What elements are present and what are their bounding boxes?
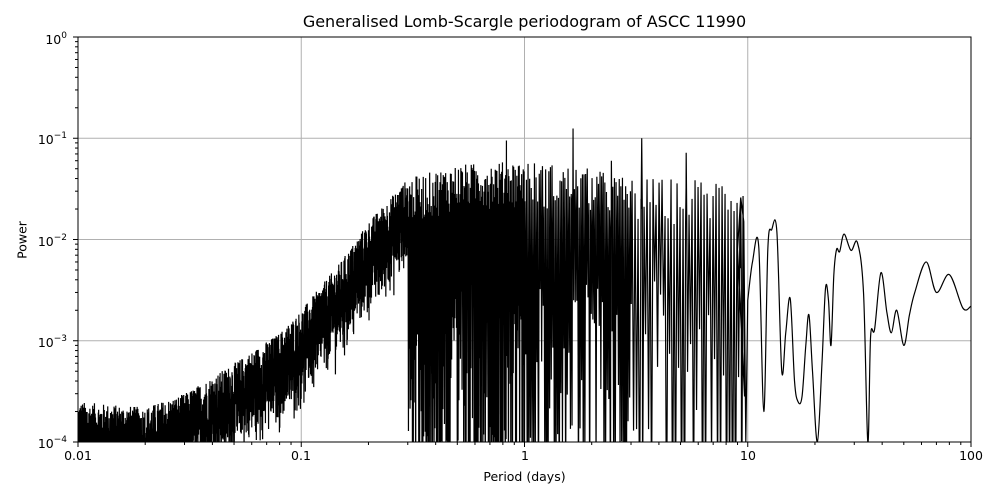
y-tick-label: 10−4 [37,435,67,451]
y-tick-label: 100 [45,31,67,47]
y-axis-label: Power [14,221,30,259]
axes-frame [77,36,972,443]
x-tick-label: 10 [740,448,756,463]
x-tick-label: 1 [521,448,529,463]
y-tick-label: 10−1 [37,131,67,147]
chart-title: Generalised Lomb-Scargle periodogram of … [302,12,747,31]
x-tick-label: 0.1 [291,448,311,463]
y-tick-label: 10−3 [37,334,67,350]
x-tick-label: 100 [959,448,983,463]
x-tick-label: 0.01 [64,448,92,463]
y-tick-label: 10−2 [37,233,67,249]
periodogram-curve [78,128,971,442]
x-axis-label: Period (days) [483,469,566,484]
